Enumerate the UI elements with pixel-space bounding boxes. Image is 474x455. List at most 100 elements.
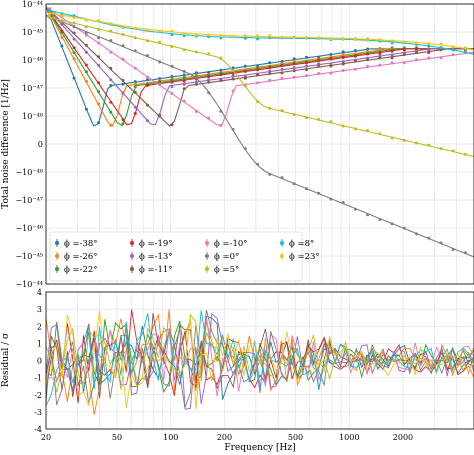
data-point — [317, 72, 321, 75]
data-point — [268, 106, 272, 110]
data-point — [182, 32, 186, 36]
top-y-tick-label: −10⁻⁴⁵ — [15, 252, 43, 261]
data-point — [292, 62, 296, 66]
data-point — [268, 66, 272, 70]
data-point — [268, 34, 272, 38]
data-point — [268, 72, 272, 75]
data-point — [243, 64, 247, 68]
data-point — [305, 116, 308, 120]
data-point — [329, 56, 333, 60]
data-point — [146, 103, 149, 107]
x-tick-label: 20 — [41, 433, 51, 442]
data-point — [378, 52, 382, 55]
data-point — [329, 53, 333, 56]
data-point — [84, 25, 88, 29]
data-point — [256, 162, 260, 166]
data-point — [427, 236, 431, 240]
data-point — [292, 75, 296, 79]
data-point — [366, 58, 370, 62]
data-point — [207, 91, 211, 95]
legend-label: ϕ =5° — [214, 265, 239, 275]
data-point — [109, 29, 113, 33]
data-point — [231, 89, 235, 93]
data-point — [133, 90, 137, 94]
residual-line — [46, 310, 474, 406]
data-point — [72, 31, 76, 35]
top-y-tick-label: −10⁻⁴⁴ — [15, 280, 43, 289]
legend-marker — [205, 254, 209, 258]
top-y-tick-label: −10⁻⁴⁷ — [15, 196, 43, 205]
data-point — [341, 60, 345, 64]
bottom-series-group — [46, 309, 474, 415]
data-point — [231, 74, 235, 78]
data-point — [109, 78, 113, 82]
data-point — [402, 48, 406, 52]
data-point — [341, 53, 345, 57]
data-point — [353, 59, 357, 63]
data-point — [390, 61, 394, 65]
data-point — [427, 42, 431, 46]
data-point — [341, 62, 345, 66]
data-point — [341, 36, 345, 40]
data-point — [170, 75, 174, 78]
data-point — [207, 52, 211, 56]
data-point — [72, 76, 76, 80]
bottom-y-tick-label: -4 — [34, 425, 42, 434]
data-point — [194, 71, 198, 75]
data-point — [72, 25, 76, 29]
data-point — [121, 118, 125, 122]
data-point — [366, 213, 370, 217]
data-point — [109, 123, 113, 127]
data-point — [390, 56, 394, 60]
data-point — [292, 36, 296, 40]
legend-marker — [55, 254, 59, 258]
data-point — [451, 149, 455, 153]
top-y-tick-label: 10⁻⁴⁴ — [22, 0, 43, 9]
data-point — [317, 62, 321, 66]
data-point — [268, 69, 272, 73]
data-point — [268, 61, 272, 65]
bottom-axes-frame — [45, 291, 474, 430]
data-point — [60, 35, 64, 39]
data-point — [207, 70, 211, 74]
data-point — [402, 61, 406, 65]
legend-marker — [205, 267, 209, 271]
legend-label: ϕ =-19° — [139, 239, 173, 249]
data-point — [194, 76, 198, 80]
data-point — [60, 14, 64, 18]
data-point — [280, 71, 284, 75]
x-tick-label: 200 — [217, 433, 232, 442]
data-point — [231, 66, 235, 70]
data-point — [415, 58, 418, 62]
top-series-group — [46, 6, 474, 258]
data-point — [243, 76, 247, 80]
data-point — [451, 53, 455, 57]
data-point — [146, 75, 149, 79]
data-point — [329, 64, 333, 68]
legend: ϕ =-38° ϕ =-26° ϕ =-22° ϕ =-19° ϕ =-13° ϕ =-1… — [49, 231, 320, 282]
bottom-y-tick-label: 1 — [37, 339, 42, 348]
top-y-tick-label: −10⁻⁴⁶ — [15, 224, 43, 233]
data-point — [353, 207, 357, 211]
fit-line — [46, 6, 474, 126]
legend-marker — [130, 267, 134, 271]
data-point — [243, 74, 247, 78]
data-point — [60, 12, 64, 16]
bottom-y-tick-label: -2 — [34, 391, 42, 400]
data-point — [268, 172, 272, 176]
data-point — [84, 63, 88, 67]
data-point — [317, 58, 321, 62]
data-point — [317, 64, 321, 68]
legend-label: ϕ =8° — [289, 239, 314, 249]
data-point — [194, 50, 198, 54]
data-point — [158, 29, 162, 33]
data-point — [182, 82, 186, 86]
data-point — [219, 36, 223, 40]
data-point — [341, 50, 345, 54]
data-point — [146, 39, 149, 43]
legend-label: ϕ =-38° — [64, 239, 98, 249]
data-point — [84, 33, 88, 37]
data-point — [109, 39, 113, 43]
data-point — [353, 127, 357, 131]
